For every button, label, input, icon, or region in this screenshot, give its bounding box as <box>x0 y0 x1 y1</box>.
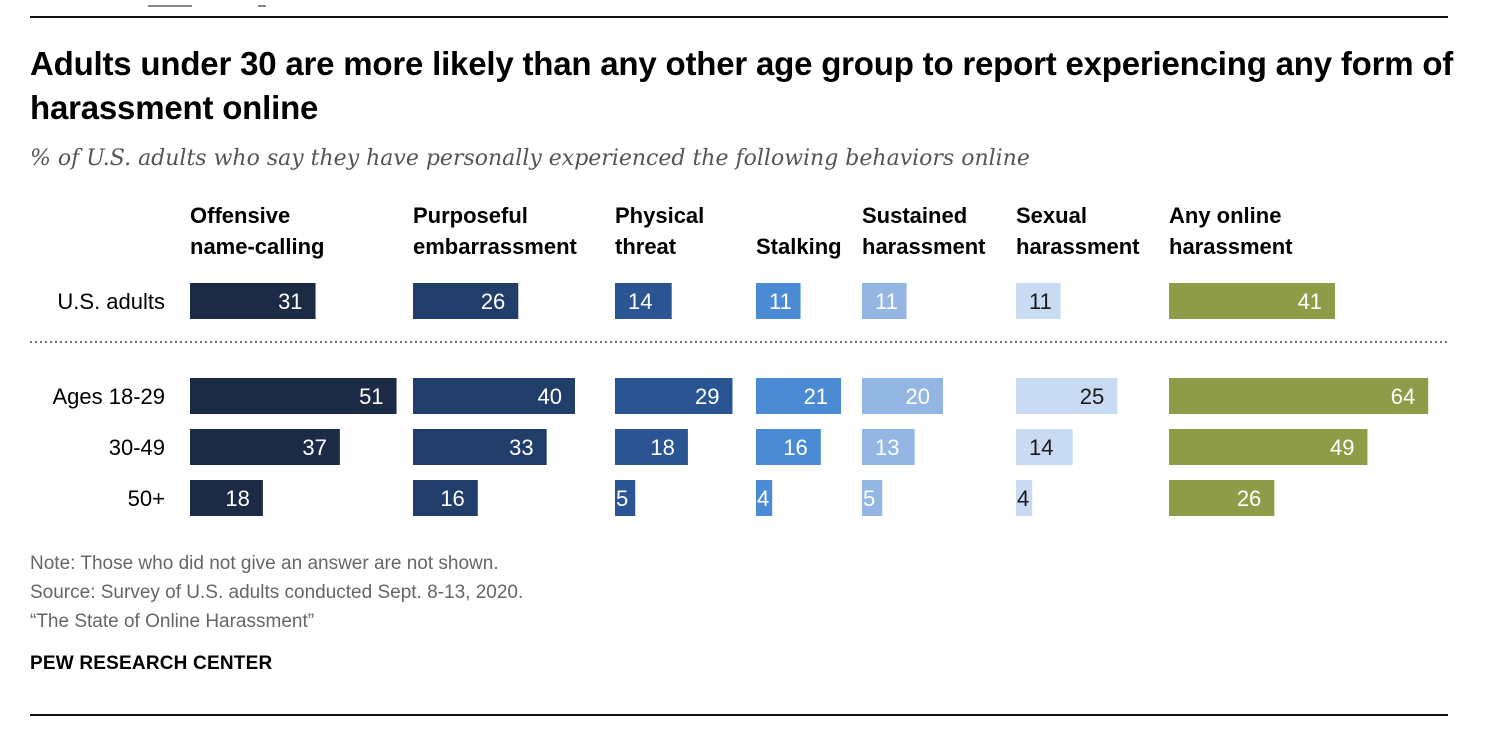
column-header-line: harassment <box>1169 234 1293 259</box>
bar-value-label: 49 <box>1330 435 1354 460</box>
bar <box>1169 429 1368 465</box>
row-label: 50+ <box>128 486 165 511</box>
bar-value-label: 11 <box>1029 289 1052 314</box>
bar-value-label: 18 <box>650 435 674 460</box>
column-header-line: Any online <box>1169 203 1281 228</box>
chart-subtitle: % of U.S. adults who say they have perso… <box>30 146 1030 171</box>
column-header-line: harassment <box>862 234 986 259</box>
column-header-line: embarrassment <box>413 234 578 259</box>
source-text: Source: Survey of U.S. adults conducted … <box>30 582 524 603</box>
bar <box>756 378 842 414</box>
bar-value-label: 64 <box>1391 384 1415 409</box>
bar-value-label: 16 <box>783 435 807 460</box>
bar-value-label: 5 <box>863 486 875 511</box>
bar <box>190 480 263 516</box>
note-text: Note: Those who did not give an answer a… <box>30 553 499 574</box>
bar <box>190 378 397 414</box>
bar-value-label: 31 <box>278 289 302 314</box>
bar-value-label: 14 <box>1029 435 1053 460</box>
bar <box>862 480 883 516</box>
bar-value-label: 18 <box>225 486 249 511</box>
bar-value-label: 13 <box>875 435 899 460</box>
bar-value-label: 4 <box>757 486 769 511</box>
bottom-rule <box>30 714 1448 716</box>
bar <box>1016 480 1033 516</box>
bar <box>413 378 575 414</box>
bar-value-label: 5 <box>616 486 628 511</box>
bar-value-label: 14 <box>628 289 652 314</box>
bar <box>615 378 733 414</box>
bar <box>413 283 519 319</box>
top-scribble-mark <box>258 5 266 7</box>
bar <box>413 480 478 516</box>
bar-value-label: 40 <box>538 384 562 409</box>
bar-value-label: 11 <box>769 289 792 314</box>
bar <box>756 480 773 516</box>
bar <box>413 429 547 465</box>
bar <box>615 283 672 319</box>
bar-value-label: 20 <box>906 384 930 409</box>
bar-chart: Offensive name-calling Purposeful embarrass… <box>30 203 1448 516</box>
notes-block: Note: Those who did not give an answer a… <box>30 549 523 636</box>
bar <box>190 429 340 465</box>
column-header-line: name-calling <box>190 234 324 259</box>
row-label: 30-49 <box>109 435 165 460</box>
bar-value-label: 29 <box>695 384 719 409</box>
column-header-line: Sexual <box>1016 203 1087 228</box>
bar-value-label: 51 <box>359 384 383 409</box>
column-header-line: Offensive <box>190 203 290 228</box>
column-header-line: Sustained <box>862 203 967 228</box>
bar-value-label: 4 <box>1017 486 1029 511</box>
bar-value-label: 25 <box>1080 384 1104 409</box>
bar <box>1169 378 1429 414</box>
bar-value-label: 26 <box>1237 486 1261 511</box>
bar <box>862 378 943 414</box>
bar <box>756 429 821 465</box>
bar-value-label: 11 <box>875 289 898 314</box>
column-header-line: Stalking <box>756 234 842 259</box>
top-scribble-mark <box>148 5 192 7</box>
chart-title: Adults under 30 are more likely than any… <box>30 45 1454 126</box>
bar <box>190 283 316 319</box>
column-header-line: threat <box>615 234 677 259</box>
bar-value-label: 37 <box>302 435 326 460</box>
bar <box>1016 283 1061 319</box>
column-header-line: Physical <box>615 203 704 228</box>
bar <box>615 429 688 465</box>
bar-value-label: 16 <box>440 486 464 511</box>
bar-value-label: 26 <box>481 289 505 314</box>
bar-value-label: 21 <box>804 384 828 409</box>
column-header-line: harassment <box>1016 234 1140 259</box>
column-header-line: Purposeful <box>413 203 528 228</box>
bar <box>1169 480 1275 516</box>
bar <box>1016 429 1073 465</box>
top-rule <box>30 16 1448 18</box>
bar <box>615 480 636 516</box>
bar <box>862 283 907 319</box>
row-label: U.S. adults <box>57 289 165 314</box>
bar <box>1169 283 1336 319</box>
row-label: Ages 18-29 <box>52 384 165 409</box>
bar <box>756 283 801 319</box>
bar-value-label: 33 <box>509 435 533 460</box>
brand-label: PEW RESEARCH CENTER <box>30 653 273 674</box>
bar <box>1016 378 1118 414</box>
bar-value-label: 41 <box>1298 289 1322 314</box>
report-title-text: “The State of Online Harassment” <box>30 611 315 632</box>
bar <box>862 429 915 465</box>
